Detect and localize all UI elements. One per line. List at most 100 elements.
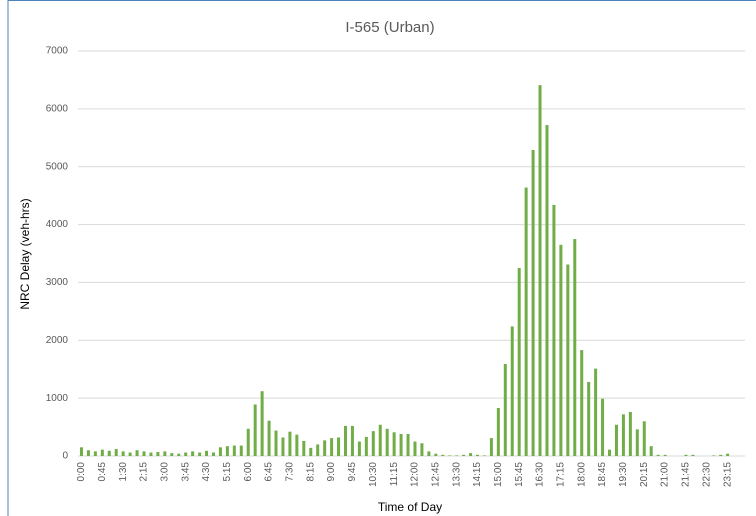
x-tick-label: 19:30 [618,462,629,487]
bar [517,267,521,456]
bar [135,450,139,456]
x-tick-label: 14:15 [472,462,483,487]
bar [121,451,125,456]
x-tick-label: 18:00 [576,462,587,487]
x-tick-label: 5:15 [222,462,233,482]
bar [295,434,299,456]
bar [573,239,577,456]
bar [462,454,466,456]
bar [503,364,507,456]
bar [531,149,535,456]
bar [406,434,410,456]
bar [510,326,514,456]
bar [107,450,111,456]
bar [211,452,215,456]
bar [684,454,688,456]
bar [170,453,174,456]
x-tick-label: 15:00 [493,462,504,487]
bar [482,455,486,456]
x-tick-label: 9:45 [347,462,358,482]
bar [79,447,83,456]
bar [712,455,716,456]
bar [274,430,278,456]
y-tick-label: 3000 [46,277,69,288]
bar [614,424,618,456]
bar [545,125,549,457]
bar [232,445,236,456]
x-tick-label: 15:45 [514,462,525,487]
bar [350,425,354,456]
bar [392,432,396,456]
bar [100,449,104,456]
bar [559,244,563,456]
x-tick-label: 0:45 [97,462,108,482]
bar [177,453,181,456]
x-tick-label: 7:30 [285,462,296,482]
x-axis-title: Time of Day [378,500,442,514]
x-tick-label: 2:15 [139,462,150,482]
bar [628,412,632,456]
bar [719,454,723,456]
chart-title: I-565 (Urban) [345,19,434,36]
bar [656,454,660,456]
bar [587,381,591,456]
x-tick-label: 0:00 [76,462,87,482]
y-tick-label: 7000 [46,46,69,57]
bar [594,368,598,456]
x-tick-label: 13:30 [451,462,462,487]
bar [114,449,118,456]
x-tick-label: 23:15 [722,462,733,487]
bar [448,455,452,456]
bar [225,446,229,456]
x-tick-label: 22:30 [701,462,712,487]
bar [309,447,313,456]
x-tick-label: 18:45 [597,462,608,487]
y-tick-label: 2000 [46,335,69,346]
bar [378,424,382,456]
bar [621,414,625,456]
bar [93,451,97,456]
bar [441,454,445,456]
bar [156,451,160,456]
bar [357,441,361,456]
x-tick-label: 21:00 [660,462,671,487]
bar [385,428,389,456]
x-tick-label: 3:45 [180,462,191,482]
bar [434,453,438,456]
y-tick-label: 1000 [46,393,69,404]
bar [635,429,639,456]
bar [413,441,417,456]
x-tick-label: 12:45 [430,462,441,487]
bar [691,454,695,456]
bar [642,421,646,456]
bar [489,438,493,456]
x-tick-label: 6:45 [264,462,275,482]
bar [330,438,334,456]
y-tick-label: 0 [62,451,68,462]
bar [726,453,730,456]
bar [649,446,653,456]
x-tick-label: 21:45 [681,462,692,487]
bar [580,350,584,456]
bar [239,445,243,456]
bar [205,450,209,456]
bar [149,452,153,456]
bar [427,451,431,456]
bar [608,449,612,456]
x-tick-label: 6:00 [243,462,254,482]
bar [281,437,285,456]
bar [552,204,556,456]
bar [663,454,667,456]
x-tick-label: 10:30 [368,462,379,487]
y-tick-label: 4000 [46,219,69,230]
bar [260,391,264,456]
x-tick-label: 16:30 [535,462,546,487]
bar [469,453,473,456]
x-tick-label: 8:15 [305,462,316,482]
bar [337,437,341,456]
bar [601,398,605,456]
x-tick-label: 4:30 [201,462,212,482]
bar [566,264,570,456]
bar [455,455,459,456]
bar [323,440,327,456]
